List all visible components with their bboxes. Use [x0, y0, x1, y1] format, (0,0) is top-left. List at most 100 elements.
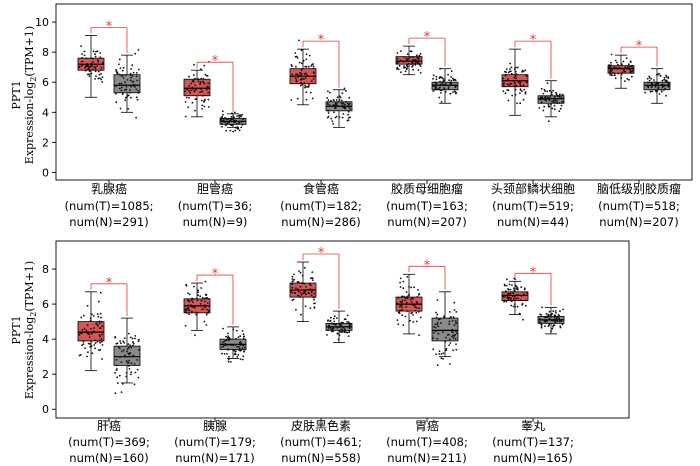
tumor-count-label: (num(T)=163;	[386, 199, 468, 213]
jitter-point	[434, 86, 437, 89]
tumor-count-label: (num(T)=137;	[492, 435, 574, 449]
jitter-point	[291, 291, 294, 294]
jitter-point	[90, 64, 93, 67]
jitter-point	[519, 102, 522, 105]
jitter-point	[138, 348, 140, 351]
y-axis-suffix: (TPM+1)	[23, 26, 36, 77]
jitter-point	[238, 121, 241, 124]
jitter-point	[94, 66, 96, 69]
jitter-point	[184, 101, 187, 103]
jitter-point	[88, 75, 91, 77]
jitter-point	[550, 314, 553, 316]
jitter-point	[608, 71, 611, 73]
jitter-point	[519, 299, 522, 301]
jitter-point	[560, 104, 563, 107]
tumor-count-label: (num(T)=36;	[178, 199, 252, 213]
jitter-point	[137, 340, 140, 343]
normal-box	[537, 306, 565, 335]
jitter-point	[121, 91, 124, 94]
jitter-point	[615, 66, 617, 69]
jitter-point	[347, 110, 350, 113]
jitter-point	[521, 71, 523, 73]
jitter-point	[613, 72, 616, 75]
jitter-point	[342, 326, 345, 329]
y-tick-label: 0	[42, 403, 49, 416]
jitter-point	[100, 320, 103, 323]
jitter-point	[100, 78, 103, 81]
jitter-point	[187, 304, 190, 307]
jitter-point	[78, 354, 81, 357]
significance-marker: *	[424, 30, 431, 45]
jitter-point	[511, 295, 514, 297]
significance-bracket: *	[196, 54, 234, 112]
jitter-point	[235, 122, 238, 125]
jitter-point	[97, 77, 100, 80]
jitter-point	[547, 325, 550, 327]
jitter-point	[514, 85, 517, 88]
normal-count-label: num(N)=160)	[69, 451, 148, 465]
jitter-point	[540, 325, 543, 327]
jitter-point	[242, 344, 244, 347]
jitter-point	[516, 305, 519, 308]
jitter-point	[127, 332, 130, 335]
jitter-point	[508, 84, 511, 86]
group-6: 脑低级别胶质瘤 (num(T)=518; num(N)=207) *	[597, 39, 681, 229]
jitter-point	[118, 82, 121, 85]
jitter-point	[134, 371, 137, 374]
jitter-point	[514, 74, 516, 76]
jitter-point	[502, 296, 505, 298]
jitter-point	[548, 95, 551, 97]
normal-count-label: num(N)=211)	[387, 451, 466, 465]
jitter-point	[659, 74, 662, 77]
jitter-point	[339, 330, 342, 333]
jitter-point	[502, 90, 505, 93]
jitter-point	[80, 45, 82, 47]
jitter-point	[114, 392, 117, 395]
jitter-point	[88, 70, 91, 73]
jitter-point	[442, 316, 445, 319]
jitter-point	[335, 103, 338, 105]
jitter-point	[412, 64, 414, 67]
jitter-point	[90, 72, 93, 75]
jitter-point	[126, 362, 129, 364]
jitter-point	[128, 368, 131, 370]
category-label: 胆管癌	[197, 181, 233, 196]
jitter-point	[520, 84, 522, 87]
jitter-point	[130, 362, 133, 365]
jitter-point	[130, 76, 133, 79]
jitter-point	[94, 53, 96, 56]
jitter-point	[130, 85, 133, 88]
jitter-point	[661, 86, 664, 89]
jitter-point	[442, 79, 445, 82]
jitter-point	[207, 309, 210, 312]
tumor-box	[501, 277, 529, 321]
jitter-point	[525, 81, 528, 84]
jitter-point	[544, 320, 547, 323]
jitter-point	[455, 311, 458, 313]
jitter-point	[620, 73, 623, 76]
jitter-point	[399, 300, 402, 303]
jitter-point	[226, 122, 228, 125]
jitter-point	[456, 332, 458, 334]
group-1: 乳腺癌 (num(T)=1085; num(N)=291) *	[64, 20, 153, 229]
jitter-point	[413, 286, 415, 289]
jitter-point	[340, 102, 343, 104]
jitter-point	[294, 77, 297, 80]
jitter-point	[188, 293, 191, 296]
jitter-point	[81, 344, 84, 347]
jitter-point	[331, 120, 334, 123]
jitter-point	[341, 104, 343, 107]
jitter-point	[562, 308, 564, 311]
jitter-point	[122, 349, 125, 352]
jitter-point	[651, 86, 653, 88]
jitter-point	[453, 84, 456, 87]
jitter-point	[538, 107, 541, 109]
jitter-point	[432, 331, 435, 334]
y-axis-gene: PPT1	[10, 315, 23, 344]
jitter-point	[512, 305, 515, 308]
jitter-point	[646, 77, 649, 80]
jitter-point	[552, 99, 555, 102]
jitter-point	[234, 350, 237, 353]
jitter-point	[433, 326, 435, 328]
jitter-point	[194, 77, 196, 80]
